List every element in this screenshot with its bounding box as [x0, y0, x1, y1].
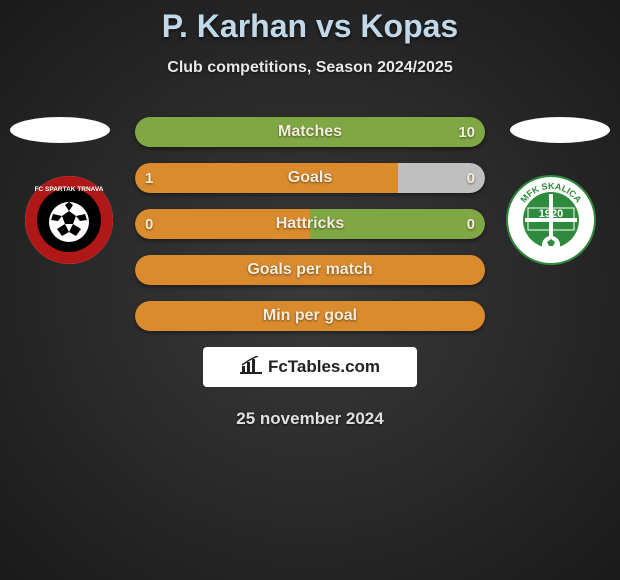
right-ellipse [510, 117, 610, 143]
stat-bar-label: Matches [135, 117, 485, 147]
left-club-logo: FC SPARTAK TRNAVA [24, 175, 114, 265]
right-club-logo: MFK SKALICA1920 [506, 175, 596, 265]
stat-bar: Goals per match [135, 255, 485, 285]
stat-bar-left-value: 0 [145, 209, 153, 239]
branding-text: FcTables.com [268, 357, 380, 377]
stat-bar: Hattricks0 0 [135, 209, 485, 239]
stat-bar-left-value: 1 [145, 163, 153, 193]
stat-bar: Min per goal [135, 301, 485, 331]
svg-text:FC SPARTAK TRNAVA: FC SPARTAK TRNAVA [35, 186, 104, 193]
stat-bar-label: Goals [135, 163, 485, 193]
branding-box: FcTables.com [203, 347, 417, 387]
stat-bar-label: Min per goal [135, 301, 485, 331]
stat-bar: Matches10 [135, 117, 485, 147]
left-ellipse [10, 117, 110, 143]
svg-text:1920: 1920 [539, 208, 563, 220]
date-text: 25 november 2024 [0, 409, 620, 429]
stat-bars: Matches10Goals10Hattricks00Goals per mat… [135, 117, 485, 331]
stat-bar-right-value: 0 [467, 163, 475, 193]
chart-icon [240, 356, 262, 379]
stat-bar-label: Goals per match [135, 255, 485, 285]
stat-bar-right-value: 0 [467, 209, 475, 239]
stat-bar-label: Hattricks [135, 209, 485, 239]
subtitle: Club competitions, Season 2024/2025 [0, 59, 620, 77]
comparison-content: FC SPARTAK TRNAVA MFK SKALICA1920 Matche… [0, 117, 620, 429]
stat-bar-right-value: 10 [458, 117, 475, 147]
stat-bar: Goals1 0 [135, 163, 485, 193]
page-title: P. Karhan vs Kopas [0, 0, 620, 45]
